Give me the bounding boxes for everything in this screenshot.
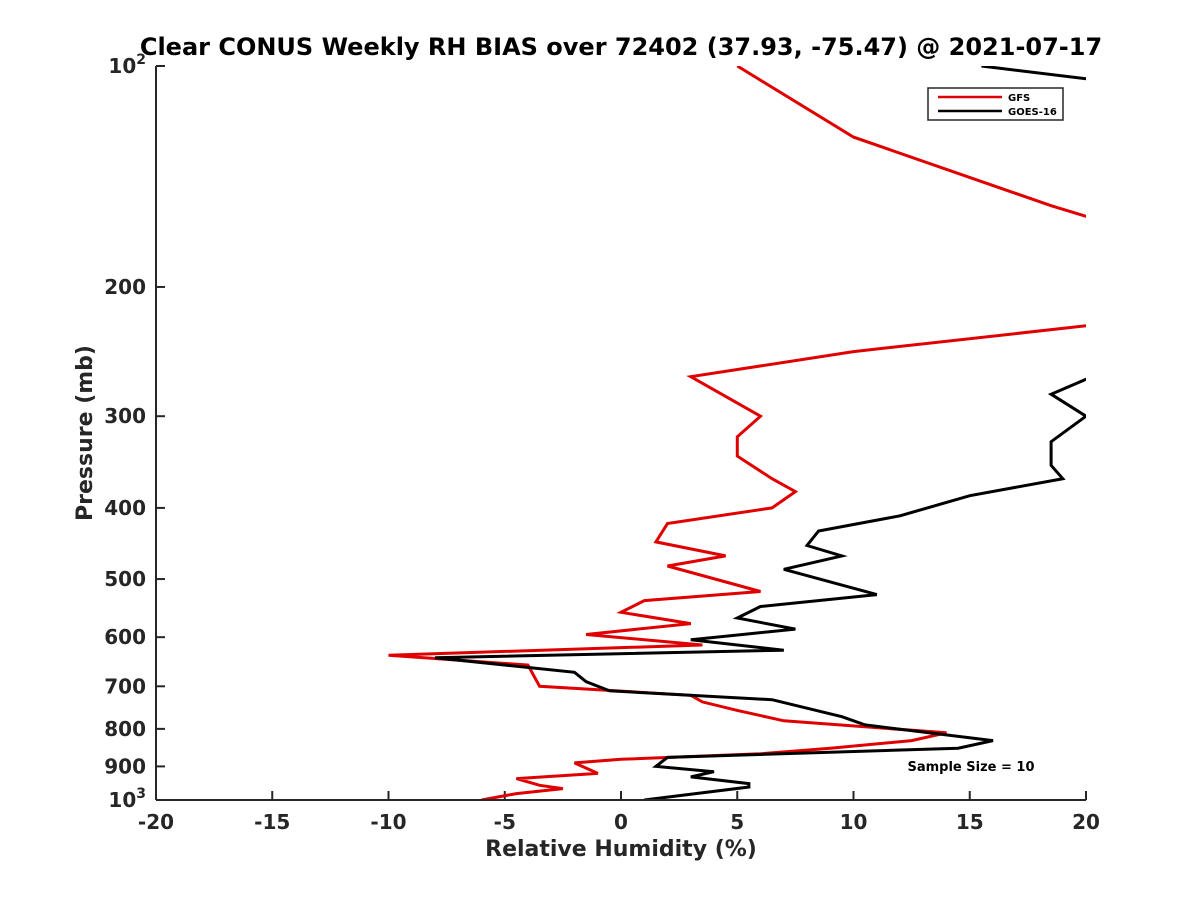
y-axis-ticks: 102 200 300 400 500 600 700 800 900 103 <box>104 52 165 812</box>
sample-size-annotation: Sample Size = 10 <box>907 760 1034 775</box>
series-line-goes-16 <box>434 66 1086 800</box>
y-tick-label: 700 <box>104 674 146 698</box>
x-axis-label: Relative Humidity (%) <box>485 837 757 862</box>
legend-label-gfs: GFS <box>1008 93 1030 104</box>
x-tick-label: -20 <box>138 810 174 834</box>
y-tick-label: 800 <box>104 717 146 741</box>
y-tick-label: 200 <box>104 275 146 299</box>
y-tick-label: 500 <box>104 567 146 591</box>
x-tick-label: 15 <box>956 810 984 834</box>
y-tick-label: 102 <box>108 52 146 78</box>
y-axis-label: Pressure (mb) <box>73 345 98 521</box>
y-tick-label: 600 <box>104 625 146 649</box>
legend-box <box>927 87 1064 121</box>
legend-label-goes-16: GOES-16 <box>1008 107 1057 118</box>
y-tick-label: 300 <box>104 404 146 428</box>
y-tick-label: 400 <box>104 496 146 520</box>
chart-title: Clear CONUS Weekly RH BIAS over 72402 (3… <box>140 33 1102 61</box>
x-tick-label: -10 <box>370 810 406 834</box>
x-tick-label: 0 <box>614 810 628 834</box>
x-tick-label: 5 <box>730 810 744 834</box>
x-tick-label: -15 <box>254 810 290 834</box>
x-axis-ticks: -20 -15 -10 -5 0 5 10 15 20 <box>138 791 1100 834</box>
y-tick-label: 103 <box>108 786 146 812</box>
x-tick-label: 10 <box>840 810 868 834</box>
x-tick-label: 20 <box>1072 810 1100 834</box>
x-tick-label: -5 <box>494 810 516 834</box>
series-layer <box>388 66 1086 800</box>
series-line-gfs <box>388 66 1086 800</box>
y-tick-label: 900 <box>104 754 146 778</box>
legend: GFS GOES-16 <box>927 87 1064 121</box>
